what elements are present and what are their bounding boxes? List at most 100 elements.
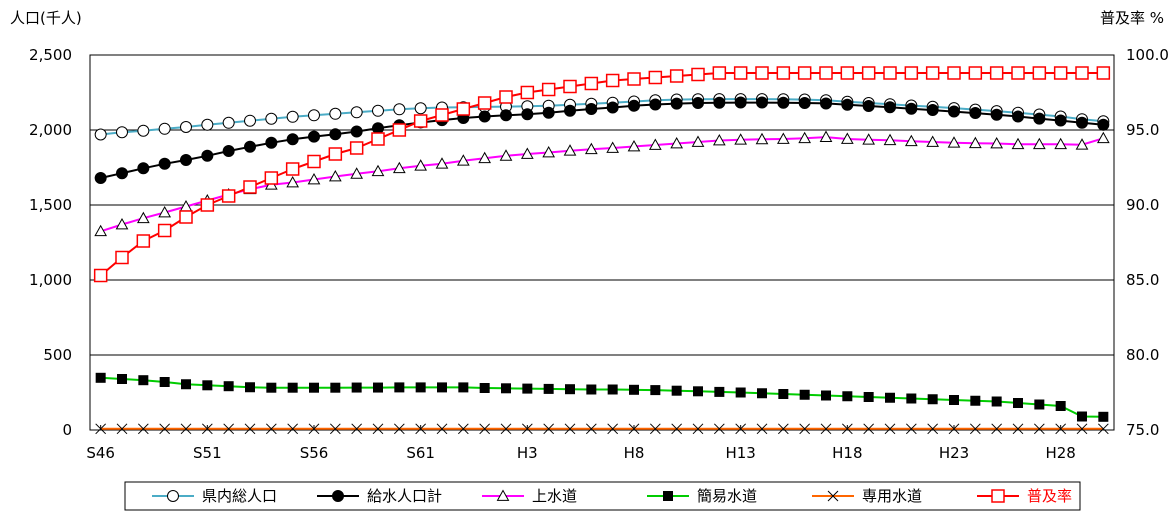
data-point [541,82,556,97]
y-tick-right: 80.0 [1126,346,1159,364]
x-tick-label: H28 [1045,444,1075,462]
data-point [778,389,789,399]
x-tick-label: H13 [725,444,755,462]
data-point [372,122,384,135]
data-point [713,423,725,435]
legend-marker [663,491,673,501]
data-point [670,136,684,149]
data-point [1034,399,1045,410]
data-point [798,131,812,144]
data-point [287,423,299,435]
data-point [906,393,917,404]
series-group [93,66,1111,435]
data-point [947,136,961,148]
data-point [499,149,513,161]
data-point [413,114,428,128]
legend-marker [991,489,1005,503]
data-point [223,423,235,435]
y-tick-right: 85.0 [1126,271,1159,289]
data-point [329,107,342,120]
x-tick-label: H23 [939,444,969,462]
data-point [713,96,726,109]
data-point [905,102,918,115]
data-point [1054,137,1068,150]
data-point [373,382,383,393]
data-point [840,132,854,144]
data-point [926,104,939,117]
data-point [456,154,470,166]
data-point [286,133,299,146]
x-tick-label: S46 [86,444,115,462]
data-point [584,142,598,155]
data-point [1096,131,1110,144]
legend-item: 上水道 [482,487,577,505]
data-point [222,116,235,129]
data-point [949,395,959,405]
data-point [605,73,620,88]
data-point [885,392,895,403]
data-point [884,423,896,435]
data-point [115,217,129,230]
data-point [351,382,362,393]
data-point [158,122,171,135]
data-point [648,138,662,150]
data-point [970,395,981,406]
data-point [586,384,597,395]
data-point [521,423,533,435]
data-point [394,382,405,393]
data-point [264,171,279,185]
data-point [585,423,597,435]
data-point [863,392,874,402]
data-point [328,169,342,182]
data-point [968,136,982,149]
data-point [266,382,277,393]
data-point [501,383,511,394]
legend-label: 県内総人口 [202,487,277,505]
legend-label: 上水道 [532,487,577,505]
data-point [777,423,789,435]
data-point [607,423,619,435]
data-point [477,96,492,110]
data-point [136,234,151,248]
data-point [842,391,853,402]
data-point [1012,423,1024,435]
legend-item: 簡易水道 [647,487,757,505]
legend-label: 簡易水道 [697,487,757,505]
data-point [671,385,682,396]
data-point [371,132,385,146]
data-point [607,384,618,395]
y-tick-right: 100.0 [1126,46,1169,64]
legend-label: 普及率 [1027,487,1072,505]
data-point [925,66,940,80]
data-point [1055,423,1067,435]
data-point [799,423,811,435]
data-point [714,386,725,397]
data-point [350,106,363,119]
data-point [243,180,257,194]
data-point [522,383,533,394]
data-point [712,66,727,80]
data-point [372,104,384,117]
data-point [309,382,319,393]
data-point [542,106,555,119]
data-point [565,384,575,395]
data-point [948,423,960,435]
data-point [330,382,341,393]
data-point [927,423,939,435]
data-point [414,159,428,171]
data-point [629,384,639,395]
data-point [479,383,490,393]
data-point [819,130,833,142]
data-point [563,144,577,156]
data-point [692,423,704,435]
data-point [1033,423,1045,435]
data-point [500,109,512,122]
legend-item: 専用水道 [812,487,922,505]
y-tick-right: 75.0 [1126,421,1159,439]
data-point [669,69,684,83]
data-point [158,157,171,170]
data-point [436,423,448,435]
data-point [606,141,620,153]
data-point [693,386,703,397]
data-point [221,189,236,203]
